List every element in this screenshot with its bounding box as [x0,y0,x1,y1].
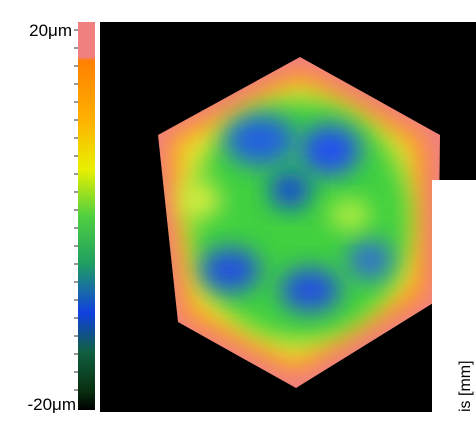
colorbar-max: 20μm [29,21,72,40]
axis-label: is [mm] [457,360,474,412]
surface-map: 20μm -20μm is [mm] [0,0,476,417]
colorbar-min: -20μm [27,395,76,414]
colorbar-ticks [74,30,78,390]
colorbar [78,22,95,410]
